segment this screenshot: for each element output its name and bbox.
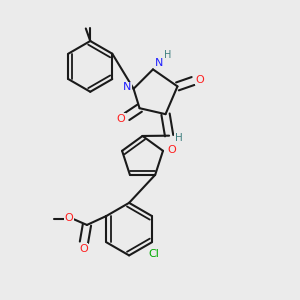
Text: O: O	[79, 244, 88, 254]
Text: O: O	[195, 74, 204, 85]
Text: H: H	[175, 133, 183, 143]
Text: N: N	[155, 58, 163, 68]
Text: Cl: Cl	[148, 249, 159, 259]
Text: O: O	[64, 213, 73, 223]
Text: N: N	[123, 82, 131, 92]
Text: O: O	[168, 145, 176, 155]
Text: O: O	[117, 114, 125, 124]
Text: H: H	[164, 50, 172, 60]
